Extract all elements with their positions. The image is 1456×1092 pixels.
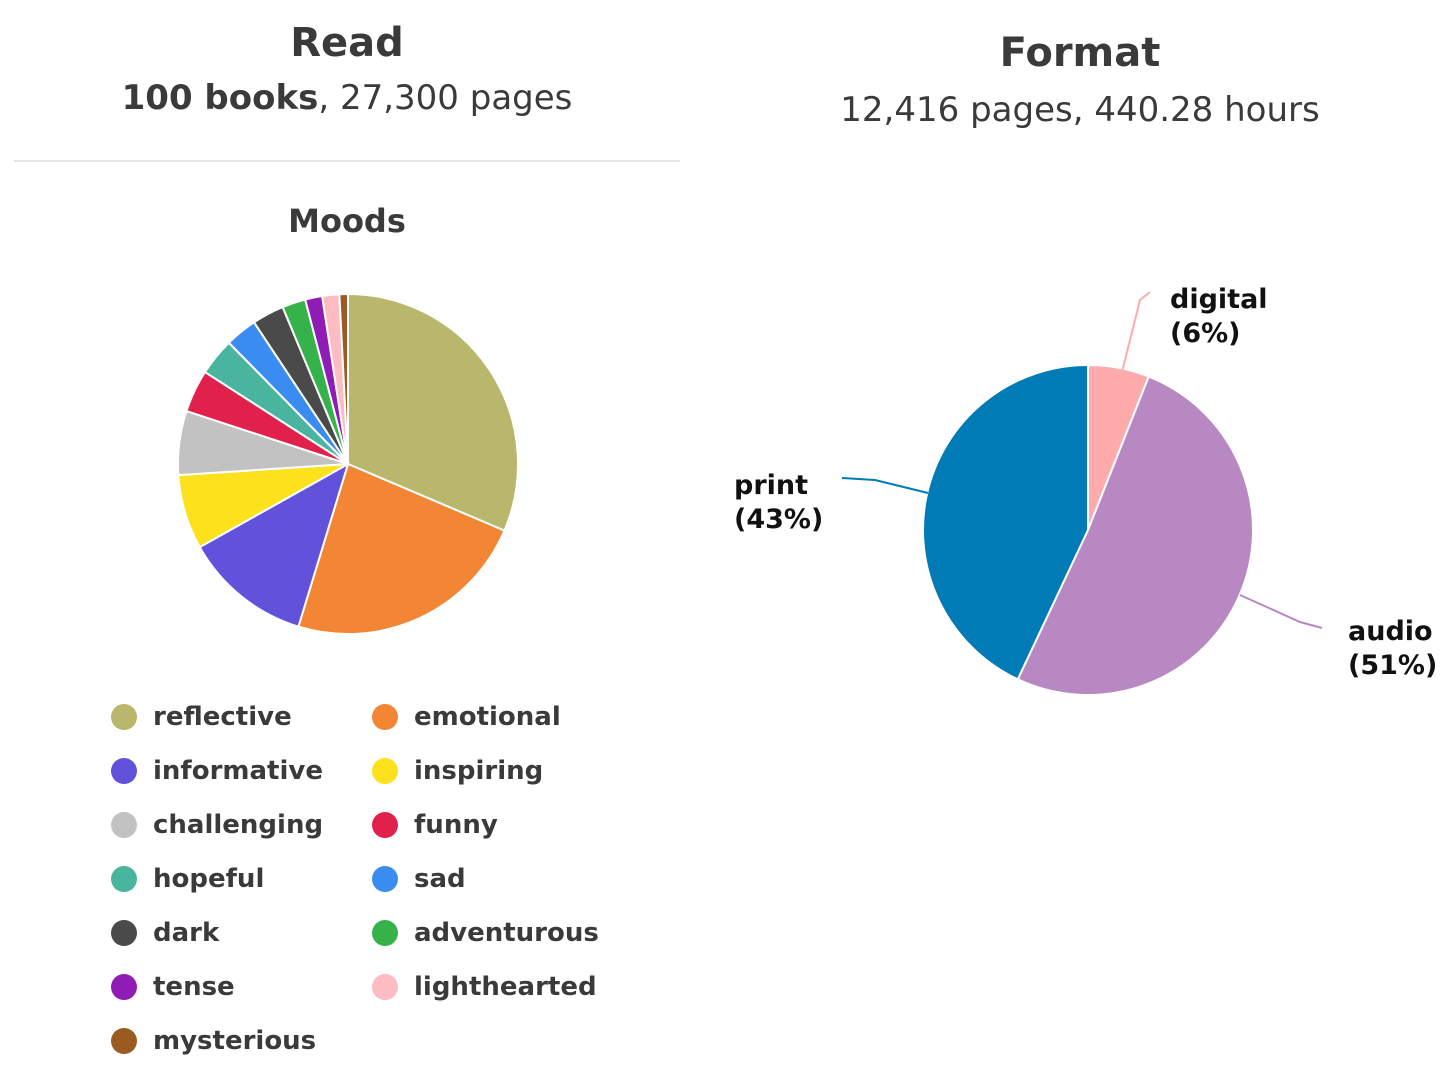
legend-swatch — [372, 704, 398, 730]
legend-item-challenging: challenging — [111, 805, 323, 845]
legend-item-tense: tense — [111, 967, 235, 1007]
legend-swatch — [111, 758, 137, 784]
pie-slice-mysterious — [338, 292, 349, 465]
pie-slice-reflective — [347, 292, 519, 532]
slice-label-digital: digital — [1170, 284, 1268, 315]
legend-label: inspiring — [414, 756, 544, 786]
callout-line-audio — [1239, 594, 1323, 629]
legend-label: lighthearted — [414, 972, 597, 1002]
legend-item-sad: sad — [372, 859, 466, 899]
moods-pie-chart — [177, 292, 519, 635]
read-books-count: 100 books — [121, 78, 319, 118]
pie-slice-informative — [198, 461, 350, 628]
header-divider — [14, 160, 680, 162]
slice-label-audio: audio — [1348, 616, 1433, 647]
legend-swatch — [372, 974, 398, 1000]
legend-item-mysterious: mysterious — [111, 1021, 316, 1061]
callout-line-digital — [1121, 291, 1151, 373]
read-title: Read — [290, 20, 404, 66]
legend-item-lighthearted: lighthearted — [372, 967, 597, 1007]
read-subtitle: 100 books, 27,300 pages — [14, 78, 680, 118]
legend-swatch — [111, 866, 137, 892]
legend-label: hopeful — [153, 864, 265, 894]
legend-swatch — [111, 1028, 137, 1054]
pie-slice-emotional — [297, 462, 506, 635]
legend-label: sad — [414, 864, 466, 894]
callout-line-print — [841, 477, 929, 494]
legend-swatch — [372, 758, 398, 784]
legend-label: challenging — [153, 810, 324, 840]
slice-label-print: print — [734, 470, 808, 501]
legend-label: funny — [414, 810, 498, 840]
legend-item-inspiring: inspiring — [372, 751, 543, 791]
legend-label: mysterious — [153, 1026, 317, 1056]
legend-label: tense — [153, 972, 235, 1002]
legend-label: adventurous — [414, 918, 599, 948]
slice-percent-audio: (51%) — [1348, 650, 1437, 681]
legend-item-reflective: reflective — [111, 697, 292, 737]
legend-item-dark: dark — [111, 913, 219, 953]
slice-percent-digital: (6%) — [1170, 318, 1241, 349]
legend-swatch — [372, 920, 398, 946]
legend-item-informative: informative — [111, 751, 323, 791]
read-pages-count: , 27,300 pages — [318, 78, 573, 118]
slice-percent-print: (43%) — [734, 504, 823, 535]
format-title: Format — [999, 30, 1161, 76]
moods-chart-title: Moods — [288, 202, 406, 240]
legend-item-hopeful: hopeful — [111, 859, 264, 899]
pie-slice-audio — [1016, 375, 1254, 696]
legend-label: emotional — [414, 702, 561, 732]
legend-swatch — [372, 866, 398, 892]
pie-slice-print — [922, 363, 1089, 681]
legend-label: dark — [153, 918, 220, 948]
format-subtitle: 12,416 pages, 440.28 hours — [840, 90, 1320, 130]
legend-item-funny: funny — [372, 805, 498, 845]
format-pie-chart: digital(6%) audio(51%) print(43%) — [734, 284, 1437, 696]
legend-swatch — [372, 812, 398, 838]
legend-swatch — [111, 704, 137, 730]
legend-swatch — [111, 812, 137, 838]
legend-item-adventurous: adventurous — [372, 913, 599, 953]
legend-label: reflective — [153, 702, 292, 732]
legend-swatch — [111, 974, 137, 1000]
legend-swatch — [111, 920, 137, 946]
legend-item-emotional: emotional — [372, 697, 561, 737]
legend-label: informative — [153, 756, 323, 786]
